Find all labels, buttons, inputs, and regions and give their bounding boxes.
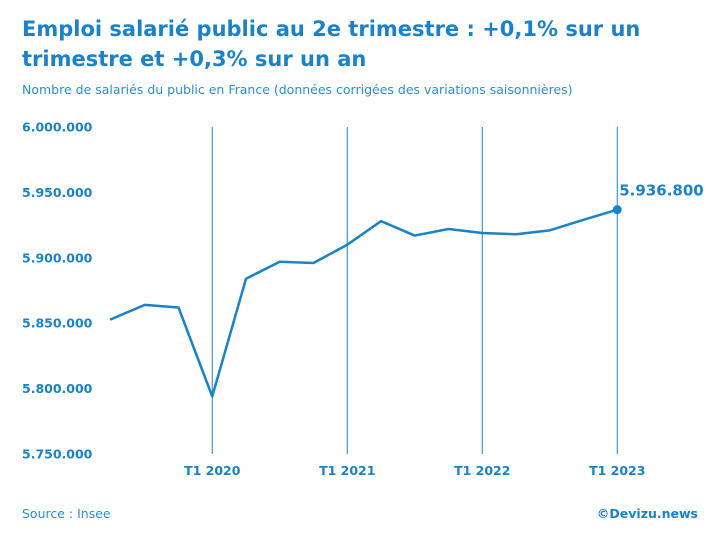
chart-subtitle: Nombre de salariés du public en France (… (22, 82, 573, 97)
y-tick-label: 5.750.000 (22, 447, 93, 462)
source-note: Source : Insee (22, 506, 111, 521)
x-tick-label: T1 2021 (319, 463, 375, 478)
end-point-marker (612, 205, 622, 215)
series-line (109, 208, 619, 398)
credit-note: ©Devizu.news (596, 506, 698, 521)
end-value-label: 5.936.800 (619, 182, 703, 200)
y-tick-label: 6.000.000 (22, 120, 93, 135)
y-tick-label: 5.900.000 (22, 250, 93, 265)
y-tick-label: 5.950.000 (22, 185, 93, 200)
y-tick-label: 5.800.000 (22, 381, 93, 396)
x-tick-label: T1 2023 (589, 463, 645, 478)
x-tick-label: T1 2020 (184, 463, 241, 478)
chart-title: Emploi salarié public au 2e trimestre : … (22, 17, 641, 71)
y-tick-label: 5.850.000 (22, 316, 93, 331)
x-tick-label: T1 2022 (454, 463, 510, 478)
